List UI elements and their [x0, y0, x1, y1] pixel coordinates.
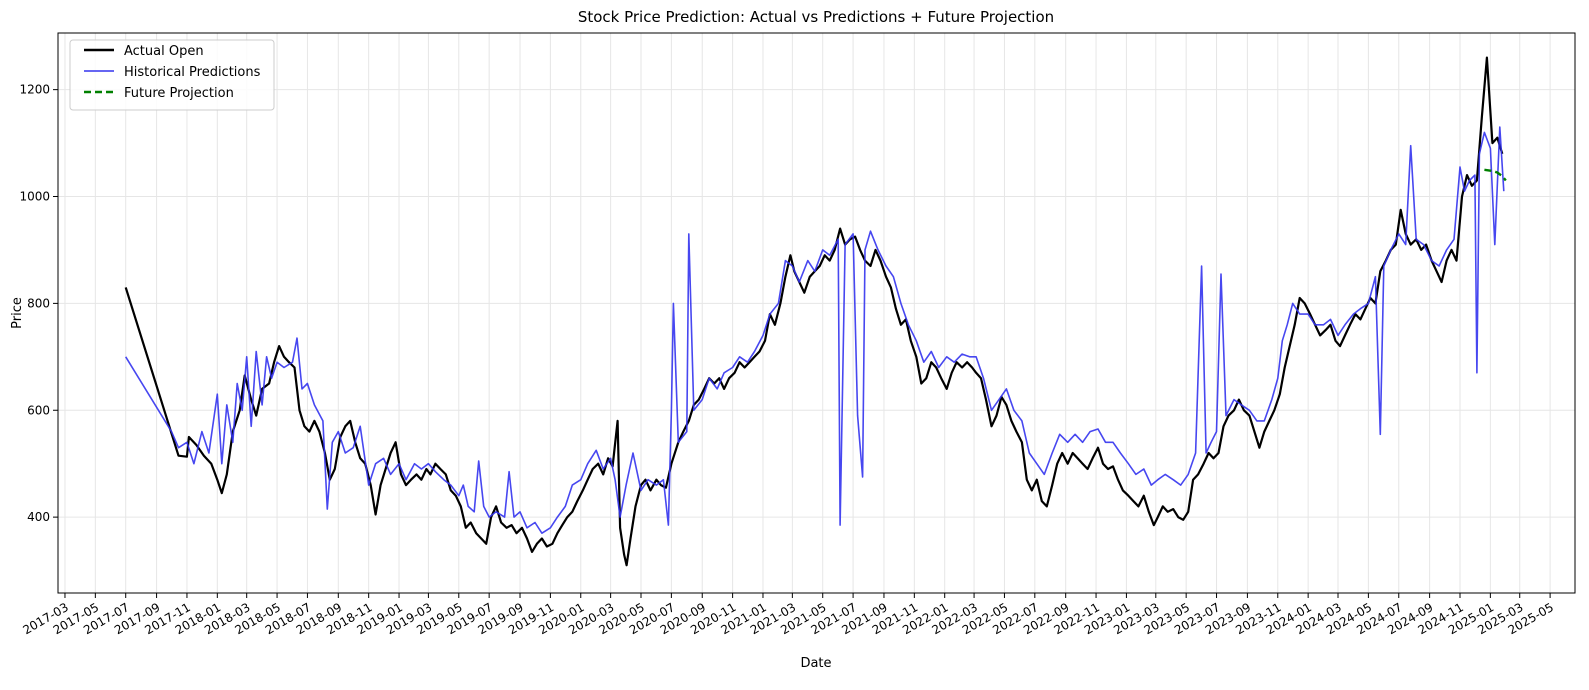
y-tick-label: 800 — [27, 296, 50, 310]
series-line-historical-predictions — [125, 126, 1505, 534]
series-line-future-projection — [1484, 168, 1507, 182]
grid — [58, 33, 1575, 593]
y-axis: 400 600 800 1000 1200 — [19, 83, 58, 524]
series-layer — [124, 56, 1507, 567]
plot-frame — [57, 32, 1576, 594]
legend-label-actual-open: Actual Open — [124, 44, 204, 59]
legend: Actual Open Historical Predictions Future … — [69, 39, 275, 111]
y-tick-label: 400 — [27, 510, 50, 524]
x-axis-label: Date — [800, 656, 831, 671]
series-line-actual-open — [124, 56, 1504, 567]
y-tick-label: 600 — [27, 403, 50, 417]
legend-label-future-projection: Future Projection — [124, 86, 234, 101]
y-tick-label: 1200 — [19, 83, 50, 97]
chart-title: Stock Price Prediction: Actual vs Predic… — [578, 8, 1054, 26]
y-tick-label: 1000 — [19, 190, 50, 204]
legend-box — [69, 39, 275, 111]
legend-label-historical-predictions: Historical Predictions — [124, 65, 261, 80]
y-axis-label: Price — [10, 297, 25, 329]
x-axis: 2017-032017-052017-072017-092017-112018-… — [20, 593, 1556, 637]
